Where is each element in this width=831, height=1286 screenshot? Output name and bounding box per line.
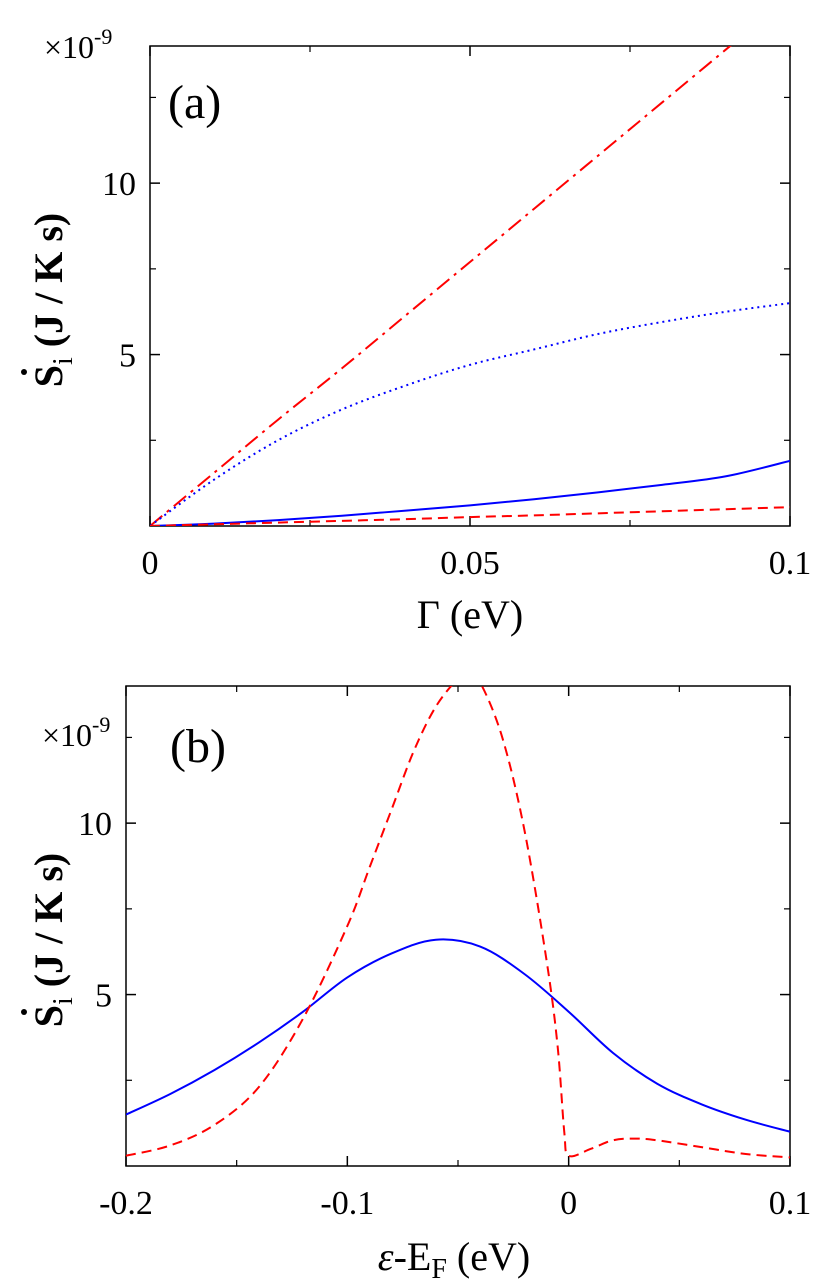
ydot-b: [21, 1009, 27, 1015]
y-axis-title-b: Si (J / K s): [21, 853, 79, 1027]
y-tick-label: 10: [102, 166, 136, 203]
y-tick-label: 5: [119, 338, 136, 375]
multiplier-label-b: ×10-9: [42, 712, 110, 753]
x-axis-title-a: Γ (eV): [417, 592, 523, 637]
panel-label-b: (b): [170, 720, 226, 773]
x-tick-label: 0: [560, 1185, 577, 1222]
x-tick-label: 0.1: [769, 545, 812, 582]
panel-label-a: (a): [168, 76, 221, 129]
y-axis-title-a: Si (J / K s): [21, 213, 79, 387]
svg-text:Si (J / K s): Si (J / K s): [26, 853, 79, 1027]
x-tick-label: 0: [142, 545, 159, 582]
x-tick-label: 0.05: [440, 545, 500, 582]
panel-b: -0.2 -0.1 0 0.1 5 10 (b) ×10-9 ε-EF (eV) Si (…: [21, 685, 811, 1285]
multiplier-label-a: ×10-9: [44, 24, 112, 65]
x-tick-label: 0.1: [769, 1185, 812, 1222]
series-line-dashdot-red: [150, 46, 732, 526]
series-line-dashed-red: [150, 506, 790, 526]
y-tick-label: 5: [95, 978, 112, 1015]
series-line-dotted-blue: [150, 302, 790, 526]
series-line-solid-blue: [150, 459, 790, 526]
series-b: [126, 686, 790, 1159]
ticks-b: -0.2 -0.1 0 0.1 5 10: [78, 686, 811, 1222]
ydot-a: [21, 369, 27, 375]
panel-a: 0 0.05 0.1 5 10 (a) ×10-9 Γ (eV) Si (J / K s…: [21, 24, 811, 637]
series-line-dashed-red: [126, 686, 790, 1159]
series-line-solid-blue: [126, 938, 790, 1133]
y-tick-label: 10: [78, 806, 112, 843]
svg-text:Si (J / K s): Si (J / K s): [26, 213, 79, 387]
plot-frame-a: [149, 45, 791, 527]
x-tick-label: -0.2: [99, 1185, 153, 1222]
ticks-a: 0 0.05 0.1 5 10: [102, 46, 811, 582]
x-axis-title-b: ε-EF (eV): [378, 1234, 530, 1285]
x-tick-label: -0.1: [320, 1185, 374, 1222]
series-a: [150, 46, 790, 526]
